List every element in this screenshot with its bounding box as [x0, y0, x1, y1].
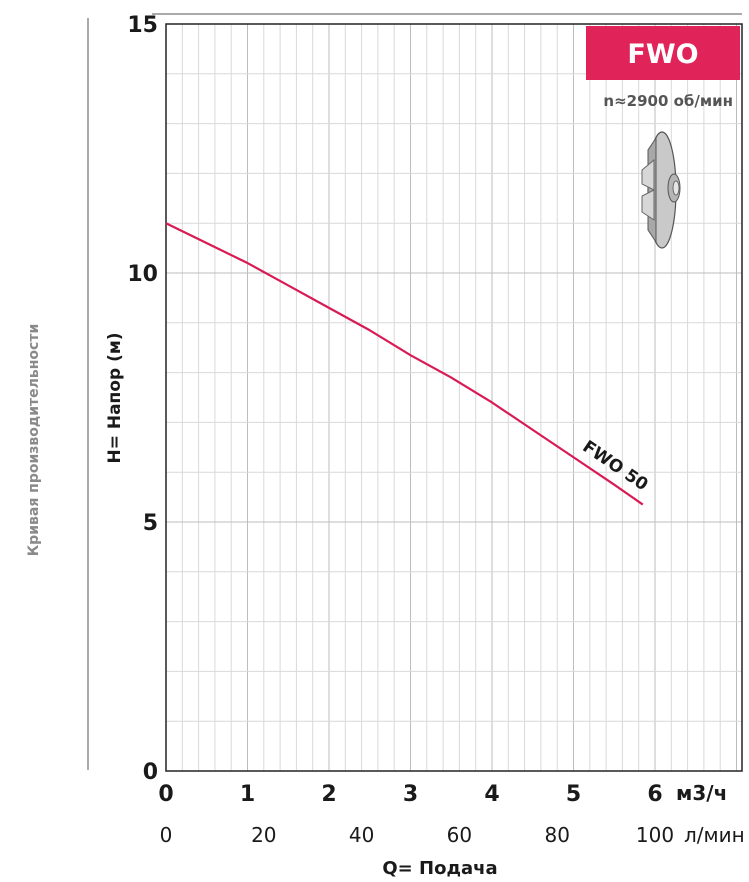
x-unit-lmin: л/мин — [684, 823, 745, 847]
x-tick-label-m3h: 0 — [158, 782, 173, 807]
x-unit-m3h: м3/ч — [676, 781, 727, 805]
x-tick-label-m3h: 4 — [484, 782, 499, 807]
x-tick-label-m3h: 1 — [240, 782, 255, 807]
x-ticks-m3h: 0 1 2 3 4 5 6 — [158, 782, 662, 807]
x-tick-label-m3h: 6 — [647, 782, 662, 807]
x-tick-label-m3h: 5 — [566, 782, 581, 807]
model-badge-text: FWO — [627, 39, 698, 70]
x-axis-label: Q= Подача — [382, 858, 497, 879]
y-tick-label: 15 — [127, 13, 158, 38]
x-tick-label-lmin: 20 — [251, 823, 276, 847]
x-tick-label-m3h: 2 — [321, 782, 336, 807]
x-tick-label-lmin: 60 — [447, 823, 472, 847]
x-tick-label-lmin: 100 — [636, 823, 674, 847]
y-axis-label: H= Напор (м) — [105, 332, 125, 463]
series-line — [165, 222, 644, 506]
y-tick-label: 10 — [127, 262, 158, 287]
impeller-icon — [641, 131, 681, 249]
model-badge — [586, 26, 740, 80]
y-tick-label: 0 — [143, 760, 158, 785]
x-tick-label-m3h: 3 — [403, 782, 418, 807]
grid — [166, 24, 742, 771]
speed-label: n≈2900 об/мин — [603, 92, 733, 110]
x-ticks-lmin: 0 20 40 60 80 100 — [160, 823, 674, 847]
side-title: Кривая производительности — [26, 324, 42, 557]
y-tick-label: 5 — [143, 511, 158, 536]
x-tick-label-lmin: 0 — [160, 823, 173, 847]
plot-frame — [165, 23, 743, 772]
x-tick-label-lmin: 40 — [349, 823, 374, 847]
y-ticks: 0 5 10 15 — [127, 13, 158, 785]
series-group: FWO 50 — [165, 222, 652, 506]
x-tick-label-lmin: 80 — [544, 823, 569, 847]
